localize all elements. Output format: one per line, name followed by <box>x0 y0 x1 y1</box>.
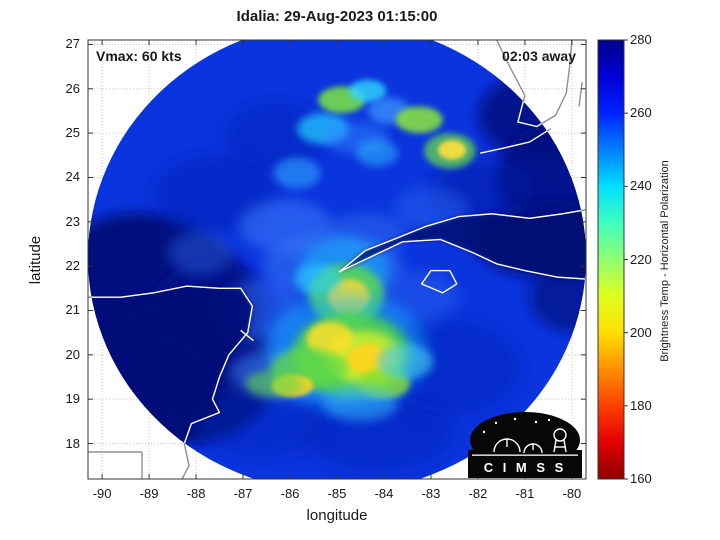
x-tick-label: -83 <box>421 486 441 501</box>
coastline-cuba-coast <box>338 207 586 281</box>
logo-divider <box>472 454 578 456</box>
vmax-annotation: Vmax: 60 kts <box>96 48 182 64</box>
y-tick-label: 24 <box>65 169 80 185</box>
brightness-temp-feature <box>245 370 302 397</box>
brightness-temp-feature <box>355 139 399 167</box>
brightness-temp-feature <box>322 385 399 422</box>
colorbar-tick-label: 260 <box>630 105 652 121</box>
y-tick-label: 23 <box>65 213 80 229</box>
logo-stars <box>482 417 551 434</box>
colorbar-tick-label: 200 <box>630 324 652 340</box>
x-tick-label: -89 <box>139 486 159 501</box>
plot-title: Idalia: 29-Aug-2023 01:15:00 <box>236 8 438 25</box>
colorbar-tick-label: 160 <box>630 471 652 486</box>
coastline-bahamas-bank <box>578 82 583 107</box>
y-tick-label: 22 <box>65 258 80 274</box>
eta-annotation: 02:03 away <box>502 48 576 64</box>
x-tick-label: -80 <box>562 486 582 501</box>
x-tick-label: -86 <box>280 486 300 501</box>
y-tick-label: 21 <box>65 302 80 318</box>
brightness-temp-feature <box>529 261 586 333</box>
brightness-temp-feature <box>306 321 354 358</box>
brightness-temp-feature <box>196 385 328 457</box>
logo-buildings <box>493 428 567 454</box>
brightness-temp-feature <box>346 343 389 375</box>
x-tick-label: -90 <box>92 486 112 501</box>
land-fill-cuba <box>339 208 586 280</box>
water-tower-leg <box>553 439 557 453</box>
colorbar-ticks <box>624 39 628 480</box>
x-tick-label: -84 <box>374 486 394 501</box>
cimss-logo: C I M S S <box>468 412 582 478</box>
colorbar-tick-label: 220 <box>630 251 652 267</box>
water-tower-leg <box>563 439 567 453</box>
y-axis-label: latitude <box>27 235 44 285</box>
brightness-temp-feature <box>238 199 333 253</box>
x-tick-label: -88 <box>186 486 206 501</box>
x-tick-label: -85 <box>327 486 347 501</box>
brightness-temp-feature <box>294 263 342 295</box>
brightness-temp-feature <box>376 343 434 380</box>
brightness-temp-feature <box>167 230 234 276</box>
x-axis-label: longitude <box>306 507 368 524</box>
x-tick-label: -82 <box>468 486 488 501</box>
y-tick-label: 19 <box>65 391 80 407</box>
brightness-temp-feature <box>438 140 467 160</box>
water-tower-icon <box>553 428 567 442</box>
y-tick-label: 20 <box>65 346 80 362</box>
coastline-isle-of-youth <box>420 269 458 294</box>
y-tick-label: 18 <box>65 435 80 451</box>
coastline-florida-keys <box>480 128 552 154</box>
brightness-temp-feature <box>273 157 321 189</box>
brightness-temp-feature <box>395 106 443 134</box>
y-tick-label: 26 <box>65 80 80 96</box>
y-tick-label: 25 <box>65 125 80 141</box>
colorbar-tick-label: 180 <box>630 397 652 413</box>
colorbar-tick-label: 240 <box>630 178 652 194</box>
colorbar <box>597 39 625 480</box>
colorbar-tick-label: 280 <box>630 32 652 47</box>
brightness-temp-feature <box>348 79 387 103</box>
coastline-yucatan-coast <box>88 285 254 480</box>
y-tick-label: 27 <box>65 36 80 52</box>
tick-marks <box>88 40 586 479</box>
x-tick-label: -81 <box>515 486 535 501</box>
coastline-cozumel <box>240 329 254 342</box>
x-tick-label: -87 <box>233 486 253 501</box>
cimss-logo-text: C I M S S <box>484 460 567 475</box>
